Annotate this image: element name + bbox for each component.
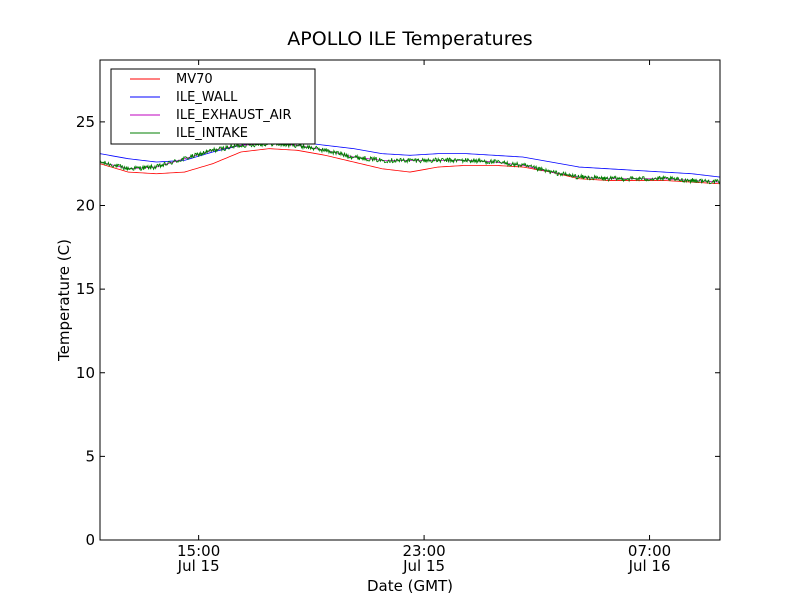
legend-label-ile-exhaust-air: ILE_EXHAUST_AIR — [176, 108, 292, 123]
x-tick-label-date: Jul 15 — [402, 557, 445, 575]
y-tick-label: 0 — [85, 531, 95, 549]
legend-label-ile-wall: ILE_WALL — [176, 90, 238, 105]
y-tick-label: 5 — [85, 447, 95, 465]
plot-area-frame — [99, 59, 721, 541]
legend-label-ile-intake: ILE_INTAKE — [176, 126, 248, 141]
x-tick-label-time: 07:00 — [628, 542, 671, 560]
series-line-mv70 — [100, 148, 720, 185]
chart-title: APOLLO ILE Temperatures — [287, 28, 532, 50]
y-axis-label: Temperature (C) — [55, 239, 73, 362]
y-tick-label: 25 — [76, 113, 95, 131]
legend-frame — [110, 68, 316, 145]
x-tick-label-time: 15:00 — [177, 542, 220, 560]
legend: MV70 ILE_WALL ILE_EXHAUST_AIR ILE_INTAKE — [110, 68, 316, 145]
y-tick-label: 10 — [76, 364, 95, 382]
x-tick-label-date: Jul 15 — [177, 557, 220, 575]
x-tick-label-date: Jul 16 — [628, 557, 671, 575]
legend-label-mv70: MV70 — [176, 72, 213, 87]
y-tick-label: 20 — [76, 197, 95, 215]
y-tick-label: 15 — [76, 280, 95, 298]
x-tick-label-time: 23:00 — [402, 542, 445, 560]
x-axis-label: Date (GMT) — [367, 577, 453, 595]
